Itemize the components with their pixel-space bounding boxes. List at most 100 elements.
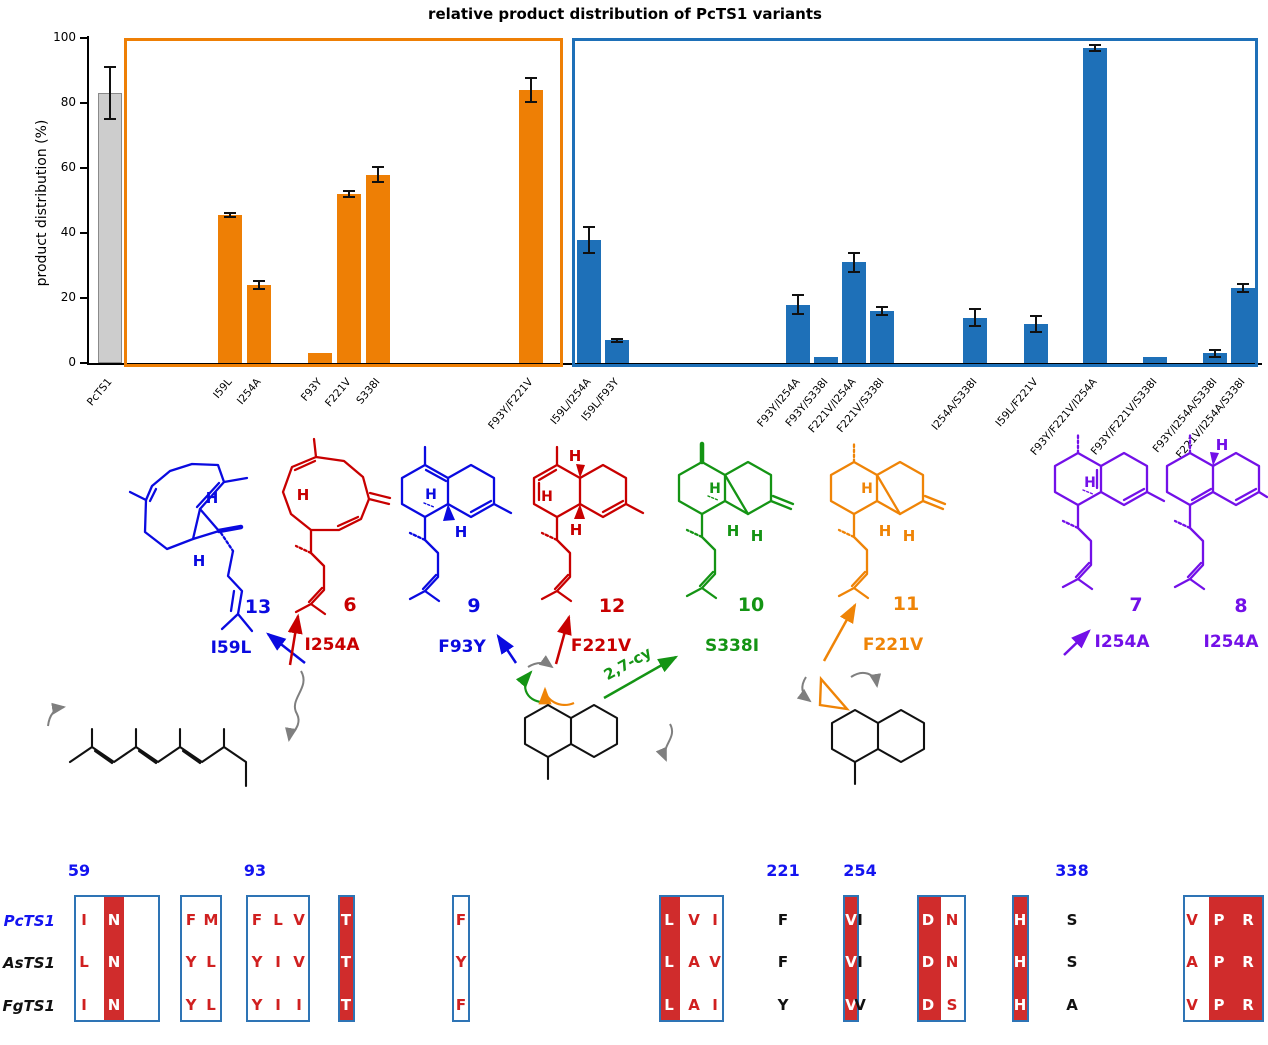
y-tick xyxy=(80,102,88,104)
arrow-to-11 xyxy=(822,602,857,662)
compound-number: 7 xyxy=(1129,594,1142,616)
residue: Y xyxy=(251,996,263,1014)
cation-intermediate-b xyxy=(830,708,926,786)
error-bar-cap xyxy=(876,314,888,317)
error-bar-cap xyxy=(372,180,384,183)
error-bar xyxy=(530,77,532,103)
residue: F xyxy=(777,953,789,971)
residue: V xyxy=(1186,911,1198,929)
residue: L xyxy=(206,953,216,971)
error-bar xyxy=(1242,284,1244,293)
bar-F93Y/I254A/S338I xyxy=(1203,353,1227,363)
error-bar xyxy=(1035,315,1037,333)
alignment-box xyxy=(338,895,355,1022)
error-bar-cap xyxy=(104,118,116,121)
residue: N xyxy=(107,996,121,1014)
error-bar-cap xyxy=(525,101,537,104)
residue: I xyxy=(275,953,281,971)
error-bar-cap xyxy=(1030,314,1042,317)
y-tick xyxy=(80,167,88,169)
compound-8-structure: H xyxy=(1165,433,1268,591)
residue: F xyxy=(455,911,467,929)
residue: D xyxy=(921,953,935,971)
alignment-highlight xyxy=(338,897,355,1020)
error-bar xyxy=(853,252,855,272)
error-bar-cap xyxy=(1209,349,1221,351)
y-tick-label: 80 xyxy=(60,95,76,109)
error-bar-cap xyxy=(848,251,860,254)
cyclopropane-highlight xyxy=(818,675,851,711)
error-bar-cap xyxy=(253,287,265,290)
curved-arrow xyxy=(796,676,812,703)
alignment-highlight xyxy=(917,897,941,1020)
residue: I xyxy=(857,953,863,971)
residue: D xyxy=(921,911,935,929)
h-label: H xyxy=(709,481,721,497)
error-bar-cap xyxy=(343,189,355,192)
residue: Y xyxy=(185,953,197,971)
curved-arrow xyxy=(655,723,673,762)
mutation-label: I254A xyxy=(305,635,361,655)
residue: F xyxy=(455,996,467,1014)
error-bar-cap xyxy=(224,211,236,214)
compound-number: 12 xyxy=(599,595,625,617)
residue: L xyxy=(273,911,283,929)
residue: S xyxy=(946,996,958,1014)
curved-arrow xyxy=(850,671,882,688)
residue: I xyxy=(712,911,718,929)
compound-number: 11 xyxy=(893,593,919,615)
alignment-position-number: 59 xyxy=(67,861,91,880)
residue: I xyxy=(296,996,302,1014)
residue: V xyxy=(688,911,700,929)
bar-F93Y xyxy=(308,353,332,363)
alignment-highlight xyxy=(1209,897,1262,1020)
residue: D xyxy=(921,996,935,1014)
alignment-row-label: PcTS1 xyxy=(3,912,55,930)
residue: M xyxy=(203,911,219,929)
residue: F xyxy=(251,911,263,929)
error-bar-cap xyxy=(611,340,623,343)
mutation-label: I254A xyxy=(1095,632,1151,652)
bar-I59L/I254A xyxy=(577,239,601,363)
error-bar-cap xyxy=(792,293,804,296)
residue: F xyxy=(777,911,789,929)
residue: H xyxy=(1013,996,1027,1014)
alignment-position-number: 338 xyxy=(1055,861,1089,880)
h-label: H xyxy=(193,552,206,570)
residue: A xyxy=(688,953,700,971)
residue: S xyxy=(1066,911,1078,929)
error-bar xyxy=(377,167,379,182)
h-label: H xyxy=(727,522,740,540)
mutation-label: I59L xyxy=(211,638,252,658)
y-tick-label: 60 xyxy=(60,160,76,174)
compound-11-structure: H H H xyxy=(829,442,947,600)
alignment-highlight xyxy=(659,897,680,1020)
arrow-to-12 xyxy=(554,614,572,665)
error-bar-cap xyxy=(792,313,804,316)
error-bar-cap xyxy=(1089,43,1101,46)
residue: T xyxy=(340,911,352,929)
compound-9-structure: H H xyxy=(400,445,513,603)
residue: R xyxy=(1242,911,1254,929)
mutation-label: F221V xyxy=(863,635,924,655)
residue: A xyxy=(1066,996,1078,1014)
residue: P xyxy=(1213,953,1225,971)
alignment-box xyxy=(180,895,222,1022)
residue: I xyxy=(857,911,863,929)
alignment-box xyxy=(659,895,724,1022)
error-bar xyxy=(881,306,883,316)
error-bar-cap xyxy=(525,76,537,79)
y-tick-label: 40 xyxy=(60,225,76,239)
curved-arrow xyxy=(527,655,554,669)
compound-number: 8 xyxy=(1234,595,1247,617)
h-label: H xyxy=(206,489,219,507)
bar-F221V/I254A xyxy=(842,262,866,363)
bar-F93Y/F221V xyxy=(519,90,543,363)
residue: N xyxy=(945,953,959,971)
compound-number: 9 xyxy=(467,595,480,617)
arrow-to-9 xyxy=(496,633,518,664)
error-bar-cap xyxy=(372,166,384,169)
alignment-highlight xyxy=(104,897,124,1020)
compound-10-structure: H H H xyxy=(677,441,795,600)
error-bar xyxy=(109,67,111,120)
